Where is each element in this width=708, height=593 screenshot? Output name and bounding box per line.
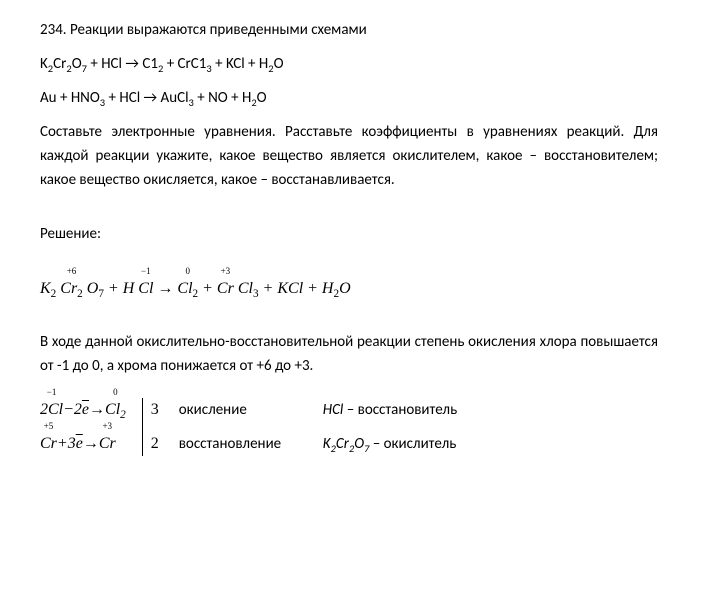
explanation-text: В ходе данной окислительно-восстановител…	[40, 330, 658, 378]
half-reaction-2: +5Cr+ 3e → +3Cr	[40, 432, 126, 456]
vertical-divider	[142, 398, 143, 456]
species-2: K2Cr2O7 – окислитель	[323, 432, 457, 456]
process-2: восстановление	[179, 432, 309, 456]
equation-1: K2Cr2O7 + HCl → C12 + CrC13 + KCl + H2O	[40, 52, 658, 76]
solution-heading: Решение:	[40, 222, 658, 246]
electron-balance: −12Cl− 2e → 0Cl2 +5Cr+ 3e → +3Cr 3 окисл…	[40, 398, 658, 456]
species-1: HCl – восстановитель	[323, 398, 457, 422]
electron-row-1: 3 окисление HCl – восстановитель	[151, 398, 457, 422]
process-1: окисление	[179, 398, 309, 422]
coefficient-1: 3	[151, 397, 165, 423]
electron-descriptions: 3 окисление HCl – восстановитель 2 восст…	[151, 398, 457, 456]
annotated-formula: K2 +6Cr2 O7 + H −1Cl → 0Cl2 + +3Cr Cl3 +…	[40, 276, 658, 302]
electron-half-reactions: −12Cl− 2e → 0Cl2 +5Cr+ 3e → +3Cr	[40, 398, 134, 456]
coefficient-2: 2	[151, 431, 165, 457]
task-text: Составьте электронные уравнения. Расстав…	[40, 120, 658, 192]
equation-2: Au + HNO3 + HCl → AuCl3 + NO + H2O	[40, 86, 658, 110]
problem-title: 234. Реакции выражаются приведенными схе…	[40, 18, 658, 42]
electron-row-2: 2 восстановление K2Cr2O7 – окислитель	[151, 432, 457, 456]
